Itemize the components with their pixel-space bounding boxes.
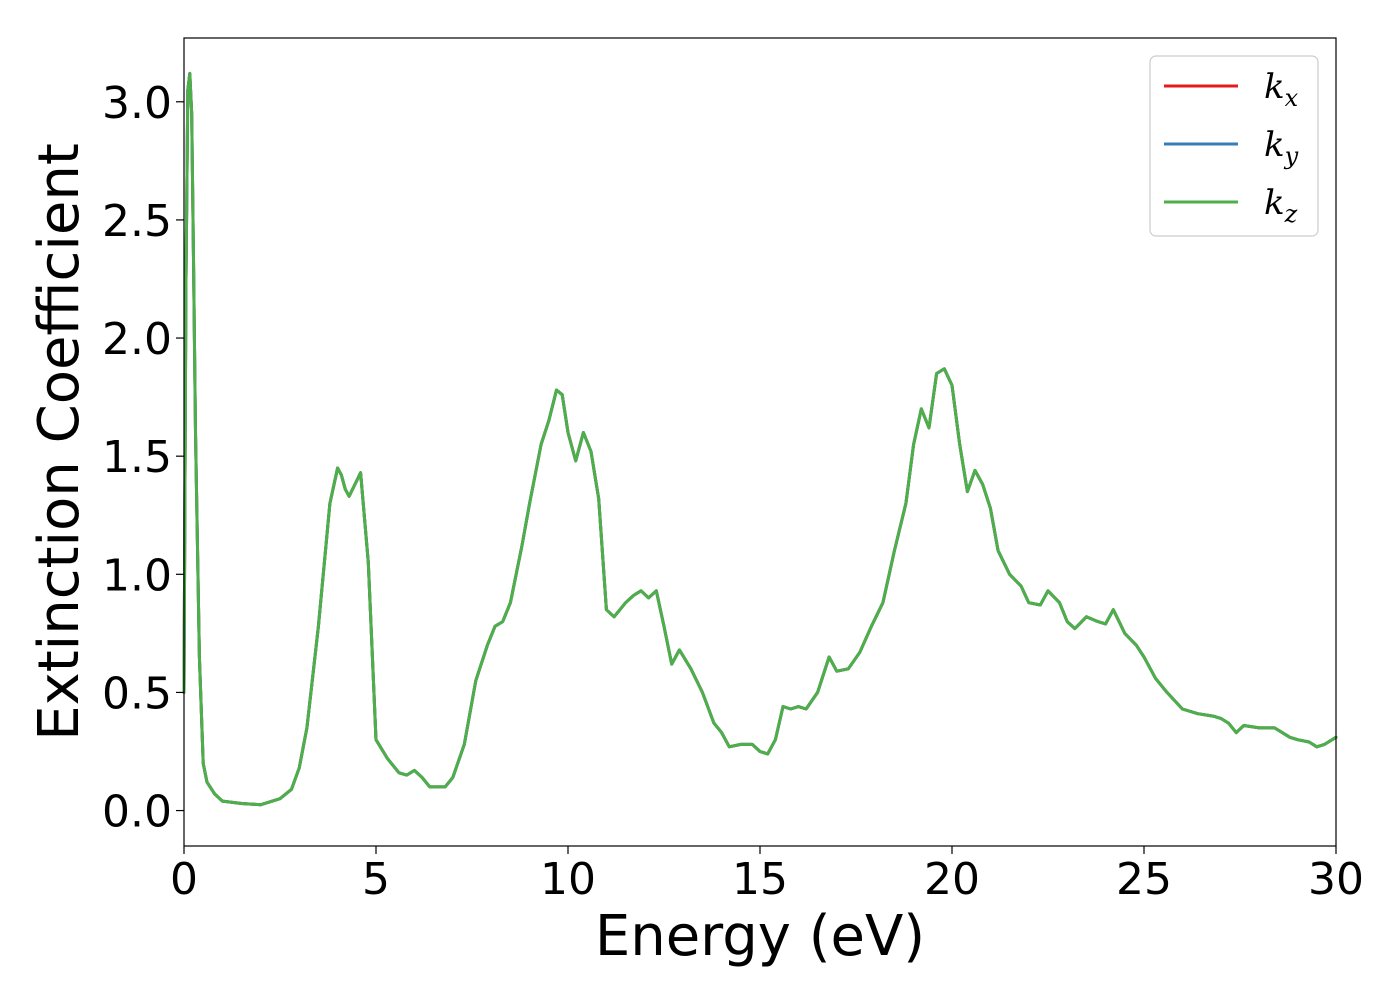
y-tick-label: 2.0	[102, 314, 172, 365]
y-tick-label: 1.0	[102, 550, 172, 601]
y-tick-label: 1.5	[102, 432, 172, 483]
x-axis-label: Energy (eV)	[595, 904, 925, 969]
legend-box	[1149, 55, 1319, 237]
x-tick-label: 30	[1308, 854, 1364, 905]
series-line-kz	[182, 71, 1338, 807]
legend-label-ky: ky	[1264, 125, 1299, 170]
y-tick-label: 2.5	[102, 196, 172, 247]
y-tick-label: 3.0	[102, 78, 172, 129]
y-axis-label: Extinction Coefficient	[27, 143, 92, 741]
x-axis-ticks: 0 5 10 15 20 25 30	[170, 846, 1364, 905]
plot-lines	[182, 71, 1338, 807]
y-tick-label: 0.5	[102, 668, 172, 719]
y-tick-label: 0.0	[102, 787, 172, 838]
x-tick-label: 0	[170, 854, 198, 905]
y-axis-ticks: 0.0 0.5 1.0 1.5 2.0 2.5 3.0	[102, 78, 184, 838]
legend-label-kx: kx	[1264, 67, 1299, 112]
x-tick-label: 15	[732, 854, 788, 905]
x-tick-label: 25	[1116, 854, 1172, 905]
legend-label-kz: kz	[1264, 183, 1298, 228]
x-tick-label: 20	[924, 854, 980, 905]
plot-frame	[183, 37, 1337, 847]
legend: kx ky kz	[1149, 55, 1319, 237]
x-tick-label: 10	[540, 854, 596, 905]
x-tick-label: 5	[362, 854, 390, 905]
